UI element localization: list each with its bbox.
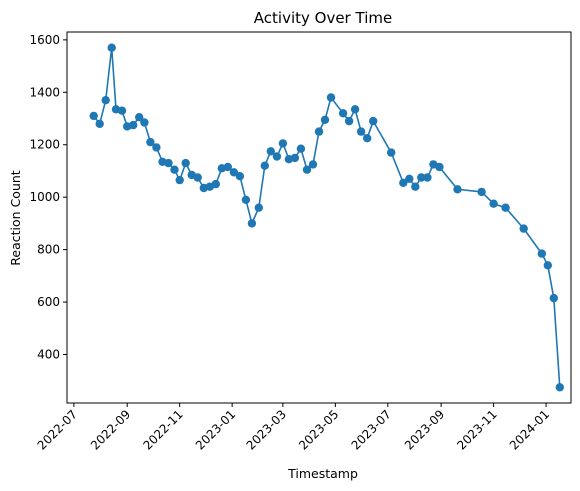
x-tick-label: 2023-05 <box>296 407 341 452</box>
x-tick-label: 2022-07 <box>35 407 80 452</box>
data-point <box>417 173 426 182</box>
data-point <box>537 249 546 258</box>
data-point <box>193 173 202 182</box>
data-point <box>453 185 462 194</box>
x-tick-label: 2024-01 <box>507 407 552 452</box>
data-point <box>235 172 245 181</box>
x-tick-label: 2023-01 <box>193 407 238 452</box>
data-point <box>272 152 282 161</box>
series-line <box>93 47 561 388</box>
data-point <box>423 173 432 182</box>
data-point <box>107 43 116 52</box>
data-point <box>140 118 149 127</box>
data-point <box>338 109 348 118</box>
data-points <box>89 43 564 392</box>
data-point <box>350 105 360 114</box>
y-tick-label: 1600 <box>29 33 60 47</box>
data-point <box>369 116 378 126</box>
data-point <box>549 293 558 303</box>
data-point <box>247 219 257 228</box>
chart-title: Activity Over Time <box>254 9 392 27</box>
data-point <box>117 106 127 115</box>
x-tick-label: 2023-03 <box>244 407 289 452</box>
data-point <box>411 182 420 191</box>
data-point <box>519 224 528 233</box>
data-point <box>555 383 564 392</box>
data-point <box>260 161 269 170</box>
data-point <box>405 174 414 183</box>
data-point <box>129 120 138 130</box>
y-tick-label: 1400 <box>29 85 60 99</box>
data-point <box>266 147 275 156</box>
x-tick-label: 2023-09 <box>402 407 447 452</box>
data-point <box>146 137 155 147</box>
data-point <box>543 261 552 270</box>
data-point <box>501 203 510 212</box>
x-axis-label: Timestamp <box>287 466 358 481</box>
x-axis: 2022-07 2022-09 2022-11 2023-01 2023-03 2023-… <box>35 403 552 453</box>
data-point <box>89 111 98 121</box>
data-point <box>95 119 104 128</box>
x-tick-label: 2023-07 <box>349 407 394 452</box>
data-point <box>308 160 318 169</box>
y-tick-label: 600 <box>37 295 60 309</box>
data-point <box>223 162 232 172</box>
data-point <box>164 158 173 168</box>
data-point <box>181 158 190 168</box>
data-point <box>175 175 184 185</box>
data-point <box>241 195 251 204</box>
y-axis-label: Reaction Count <box>8 170 23 265</box>
data-point <box>399 178 408 187</box>
data-point <box>101 96 110 105</box>
data-point <box>211 179 220 189</box>
data-point <box>170 165 179 174</box>
y-tick-label: 1000 <box>29 190 60 204</box>
y-axis: 400 600 800 1000 1200 1400 1600 <box>29 33 67 361</box>
data-point <box>435 162 444 172</box>
data-point <box>254 203 263 212</box>
data-point <box>477 187 486 197</box>
y-tick-label: 1200 <box>29 138 60 152</box>
y-tick-label: 400 <box>37 347 60 361</box>
data-point <box>135 113 144 122</box>
x-tick-label: 2022-11 <box>140 407 185 452</box>
y-tick-label: 800 <box>37 243 60 257</box>
data-point <box>229 168 239 177</box>
x-tick-label: 2022-09 <box>88 407 133 452</box>
data-point <box>296 144 306 153</box>
data-point <box>356 127 366 136</box>
data-point <box>290 153 300 163</box>
data-point <box>489 199 498 208</box>
data-point <box>152 143 161 152</box>
data-point <box>302 165 312 174</box>
data-point <box>363 134 372 143</box>
x-tick-label: 2023-11 <box>454 407 499 452</box>
data-point <box>320 115 330 125</box>
data-point <box>314 127 324 136</box>
data-point <box>344 116 354 126</box>
data-point <box>278 139 288 148</box>
plot-frame <box>66 31 572 404</box>
data-point <box>326 93 336 102</box>
data-point <box>387 148 396 157</box>
